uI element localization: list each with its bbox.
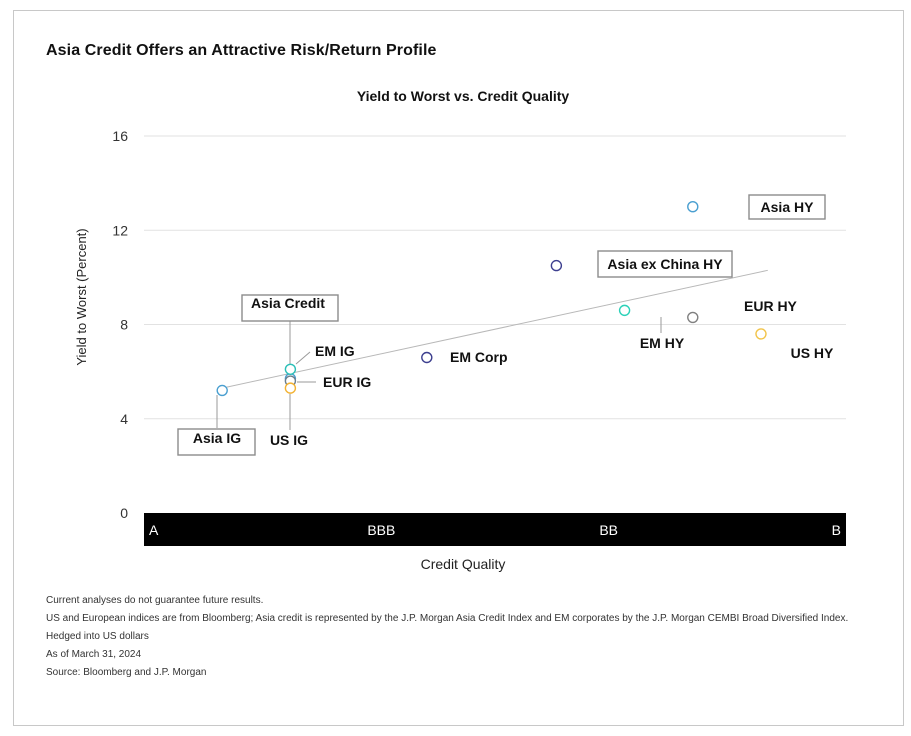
chart-title: Yield to Worst vs. Credit Quality xyxy=(357,88,570,104)
data-label: US HY xyxy=(791,345,834,361)
data-point xyxy=(687,311,699,324)
y-tick-label: 4 xyxy=(120,411,128,427)
data-label: Asia Credit xyxy=(251,295,325,311)
data-point xyxy=(284,382,297,394)
x-tick-label: BBB xyxy=(367,522,395,538)
footnote: Current analyses do not guarantee future… xyxy=(46,595,264,606)
y-tick-label: 0 xyxy=(120,505,128,521)
data-label: EUR HY xyxy=(744,298,798,314)
x-tick-label: BB xyxy=(599,522,618,538)
y-tick-labels: 0 4 8 12 16 xyxy=(112,128,128,521)
footnote: US and European indices are from Bloombe… xyxy=(46,613,849,642)
label-box xyxy=(177,428,256,456)
footnote: As of March 31, 2024 xyxy=(46,649,142,660)
label-box xyxy=(597,250,733,278)
x-axis-label: Credit Quality xyxy=(421,556,506,572)
data-point xyxy=(755,328,767,340)
y-tick-label: 12 xyxy=(112,222,128,238)
y-axis-label: Yield to Worst (Percent) xyxy=(74,228,89,365)
data-label: EM HY xyxy=(640,335,685,351)
data-labels: Asia IG Asia Credit EM IG EUR IG US IG EM Cor… xyxy=(177,194,834,456)
data-label: EUR IG xyxy=(323,374,371,390)
data-label: US IG xyxy=(270,432,308,448)
x-tick-labels: A BBB BB B xyxy=(149,522,841,538)
data-label: Asia ex China HY xyxy=(607,256,723,272)
label-box xyxy=(241,294,339,322)
y-tick-label: 8 xyxy=(120,317,128,333)
footnotes: Current analyses do not guarantee future… xyxy=(46,592,876,682)
data-points xyxy=(216,200,767,397)
x-tick-label: B xyxy=(832,522,841,538)
scatter-chart: Yield to Worst vs. Credit Quality 0 4 8 12 1… xyxy=(74,88,846,572)
data-point xyxy=(421,351,433,364)
x-axis-band xyxy=(144,513,846,546)
label-leaders xyxy=(216,317,662,430)
data-label: EM IG xyxy=(315,343,355,359)
data-label: Asia HY xyxy=(761,199,815,215)
data-point xyxy=(284,363,297,375)
data-point xyxy=(618,304,631,317)
grid-lines xyxy=(144,135,846,420)
data-point xyxy=(550,259,563,272)
data-label: EM Corp xyxy=(450,349,508,365)
footnote: Source: Bloomberg and J.P. Morgan xyxy=(46,667,207,678)
data-point xyxy=(216,384,228,397)
x-tick-label: A xyxy=(149,522,159,538)
page-title: Asia Credit Offers an Attractive Risk/Re… xyxy=(46,42,437,59)
data-label: Asia IG xyxy=(193,430,241,446)
label-leader xyxy=(295,351,311,365)
trend-line xyxy=(222,269,768,389)
data-point xyxy=(687,200,699,213)
y-tick-label: 16 xyxy=(112,128,128,144)
label-box xyxy=(748,194,826,220)
chart-frame xyxy=(13,10,904,726)
